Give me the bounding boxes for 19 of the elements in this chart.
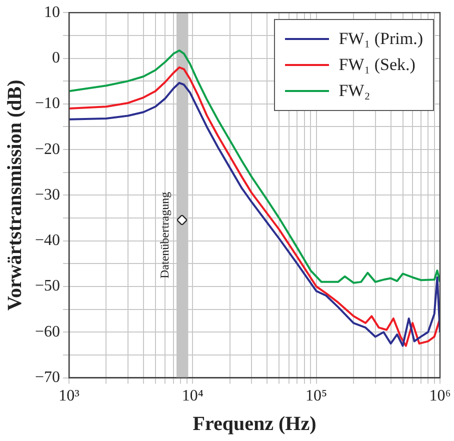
x-tick-label: 10³ [58, 388, 80, 405]
band-label: Datenübertragung [158, 192, 172, 279]
y-tick-label: 0 [52, 49, 60, 66]
legend-label: FW₁ (Sek.) [338, 54, 416, 76]
x-tick-label: 10⁴ [182, 388, 204, 405]
y-tick-label: −60 [34, 323, 60, 340]
legend-label: FW₁ (Prim.) [338, 28, 423, 50]
y-tick-label: 10 [44, 4, 60, 21]
y-tick-label: −50 [34, 278, 60, 295]
x-tick-label: 10⁶ [429, 388, 451, 405]
y-tick-label: −70 [34, 369, 60, 386]
y-tick-label: −10 [34, 95, 60, 112]
y-tick-label: −40 [34, 232, 60, 250]
x-tick-label: 10⁵ [306, 388, 328, 405]
legend-label: FW₂ [338, 80, 370, 102]
y-axis-title: Vorwärtstransmission (dB) [4, 80, 26, 311]
x-axis-title: Frequenz (Hz) [192, 413, 316, 436]
y-tick-label: −20 [34, 140, 60, 158]
y-tick-label: −30 [34, 186, 60, 204]
